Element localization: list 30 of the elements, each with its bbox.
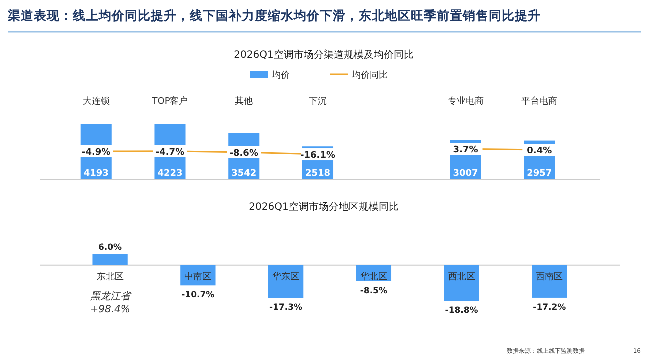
chart-title: 2026Q1空调市场分地区规模同比	[249, 201, 399, 213]
x-tick-label: TOP客户	[151, 96, 188, 107]
x-tick-label: 西南区	[536, 271, 564, 282]
x-tick-label: 其他	[235, 96, 254, 107]
x-tick-label: 下沉	[309, 96, 327, 107]
legend-label: 均价同比	[351, 70, 388, 81]
x-tick-label: 西北区	[448, 271, 476, 282]
chart-subtitle: 2026Q1空调市场分渠道规模及均价同比	[234, 49, 414, 61]
data-label: -18.8%	[445, 306, 479, 316]
chart-title: 渠道表现：线上均价同比提升，线下国补力度缩水均价下滑，东北地区旺季前置销售同比提升	[7, 8, 541, 23]
x-tick-label: 东北区	[96, 271, 124, 282]
annotation: 黑龙江省 +98.4%	[90, 290, 132, 316]
x-tick-label: 华东区	[272, 271, 300, 282]
data-label: -10.7%	[182, 290, 216, 301]
data-label: 3542	[232, 169, 257, 179]
x-tick-label: 大连锁	[82, 96, 110, 107]
data-label: -8.5%	[360, 286, 388, 296]
data-label: 2957	[527, 169, 552, 179]
legend-label: 均价	[271, 70, 290, 81]
data-label: 2518	[305, 169, 331, 179]
data-label: -17.2%	[533, 302, 567, 313]
data-label: 3007	[453, 169, 478, 179]
x-tick-label: 平台电商	[522, 96, 558, 107]
data-label: 4223	[158, 169, 183, 179]
data-label: 6.0%	[98, 243, 123, 253]
x-tick-label: 华北区	[360, 271, 388, 282]
x-tick-label: 中南区	[184, 271, 212, 282]
data-label: 4193	[84, 169, 109, 179]
x-tick-label: 专业电商	[448, 96, 484, 107]
data-label: -17.3%	[270, 303, 304, 314]
